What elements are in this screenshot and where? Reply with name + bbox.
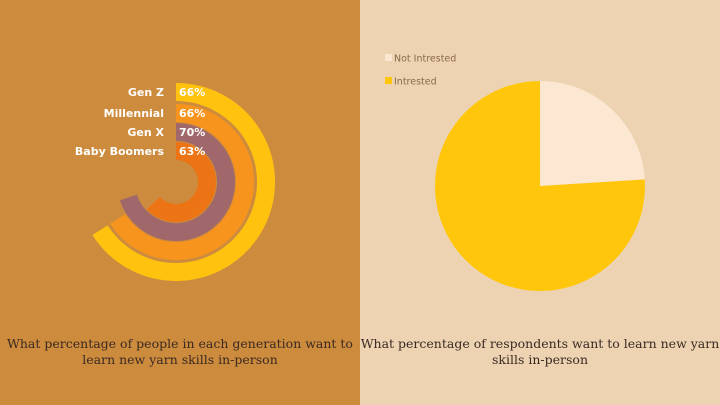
category-label-gen-z: Gen Z (128, 86, 164, 99)
pie-slice-intrested (434, 80, 645, 291)
category-label-gen-x: Gen X (127, 126, 164, 139)
category-label-baby-boomers: Baby Boomers (75, 145, 165, 158)
pie-chart-caption: What percentage of respondents want to l… (360, 336, 720, 368)
right-panel: Not Intrested Intrested What percentage o… (360, 0, 720, 405)
radial-bar-millennial (110, 104, 254, 260)
legend-label-not-intrested: Not Intrested (394, 54, 456, 65)
legend-label-intrested: Intrested (394, 77, 437, 88)
pie-caption-line-1: What percentage of respondents want to l… (360, 336, 720, 351)
legend-swatch-not-intrested (385, 54, 392, 61)
radial-bar-baby-boomers (146, 142, 216, 222)
pie-caption-line-2: skills in-person (491, 352, 588, 367)
radial-caption-line-2: learn new yarn skills in-person (82, 352, 278, 367)
value-label-millennial: 66% (179, 107, 205, 120)
left-panel: 66% Gen Z 66% Millennial 70% Gen X 63% Baby Boo… (0, 0, 360, 405)
radial-bar-gen-x (119, 123, 235, 241)
pie-chart: Not Intrested Intrested (385, 54, 645, 291)
radial-chart-caption: What percentage of people in each genera… (0, 336, 360, 368)
value-label-gen-x: 70% (179, 126, 205, 139)
value-label-baby-boomers: 63% (179, 145, 205, 158)
radial-bar-gen-z (92, 83, 275, 281)
category-label-millennial: Millennial (104, 107, 164, 120)
pie-slice-not-intrested (540, 81, 645, 186)
legend-swatch-intrested (385, 77, 392, 84)
radial-bar-chart: 66% Gen Z 66% Millennial 70% Gen X 63% Baby Boo… (75, 83, 275, 281)
value-label-gen-z: 66% (179, 86, 205, 99)
radial-caption-line-1: What percentage of people in each genera… (7, 336, 353, 351)
